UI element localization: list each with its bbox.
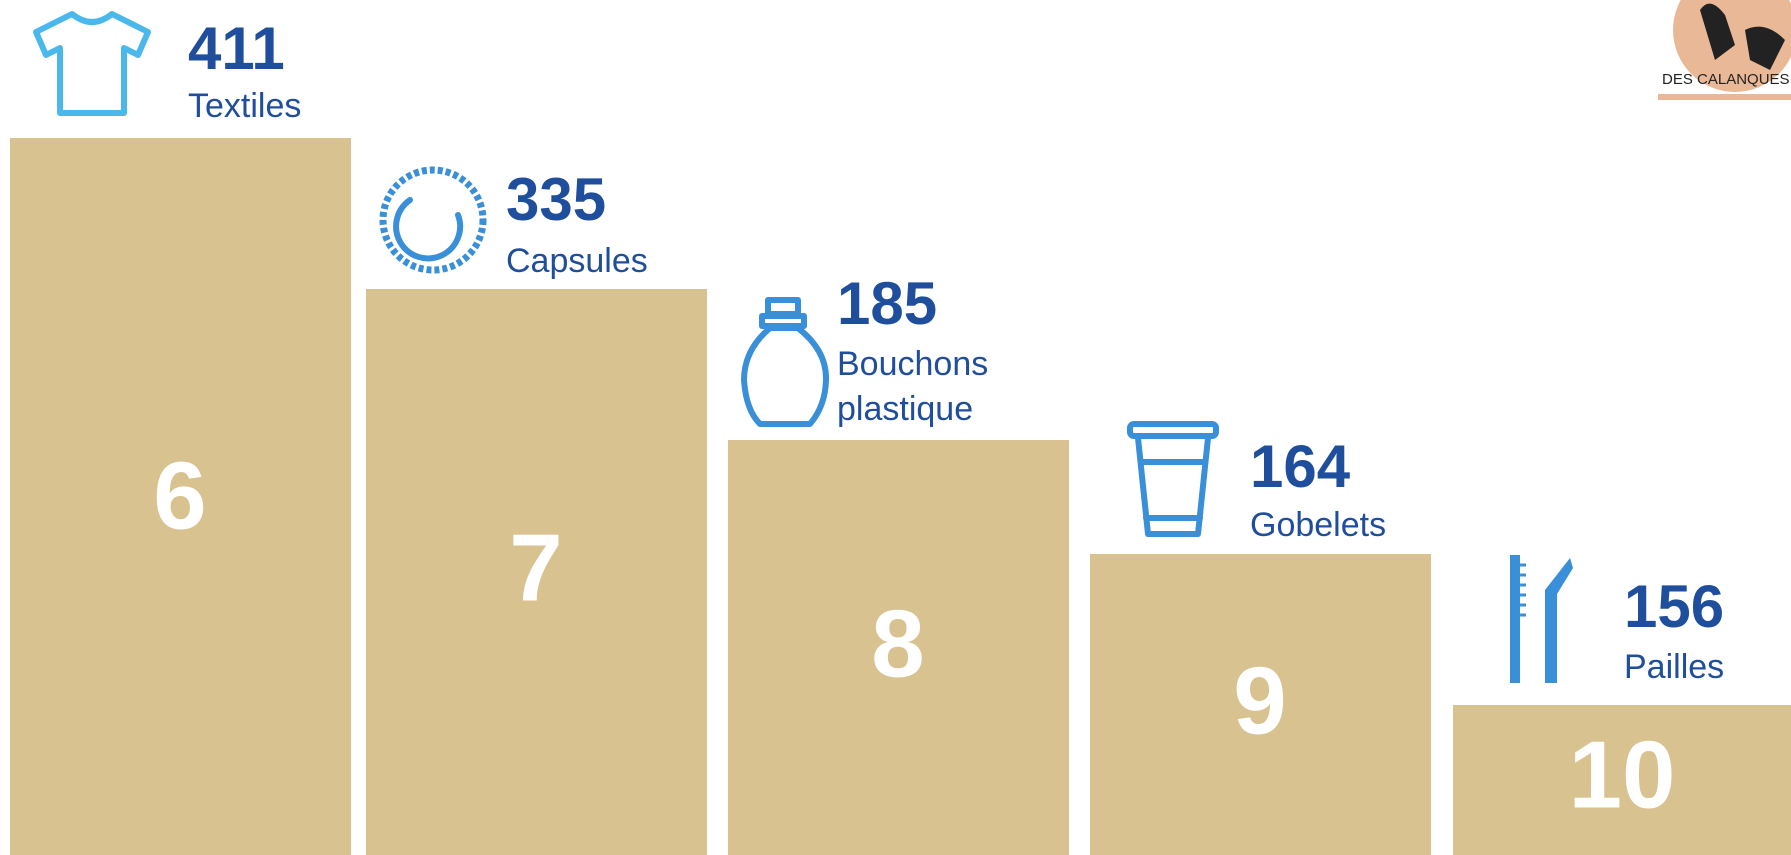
logo-text: DES CALANQUES PRO [1662,71,1791,88]
rank-number: 10 [1569,721,1676,828]
item-count: 185 [837,270,937,337]
item-count: 164 [1250,433,1351,500]
tshirt-icon [33,11,151,116]
podium-bar [10,138,351,855]
item-label: Gobelets [1250,506,1386,544]
item-count: 335 [506,166,606,233]
item-label: plastique [837,390,973,428]
rank-number: 7 [509,514,562,621]
item-label: Pailles [1624,648,1724,686]
cup-icon [1127,421,1219,537]
rank-number: 6 [153,442,206,549]
item-label: Capsules [506,242,648,280]
item-label: Bouchons [837,345,988,383]
podium-bar [1090,554,1431,855]
podium-bar [1453,705,1791,855]
podium-bar [728,440,1069,855]
podium-bar [366,289,707,855]
logo: DES CALANQUES PRO [1658,0,1791,100]
bottle-icon [741,297,829,427]
rank-number: 9 [1233,647,1286,754]
item-count: 156 [1624,573,1724,640]
item-label: Textiles [188,87,301,125]
rank-number: 8 [871,590,924,697]
straw-icon [1510,555,1573,683]
item-count: 411 [188,15,285,82]
cap-icon [379,166,487,274]
